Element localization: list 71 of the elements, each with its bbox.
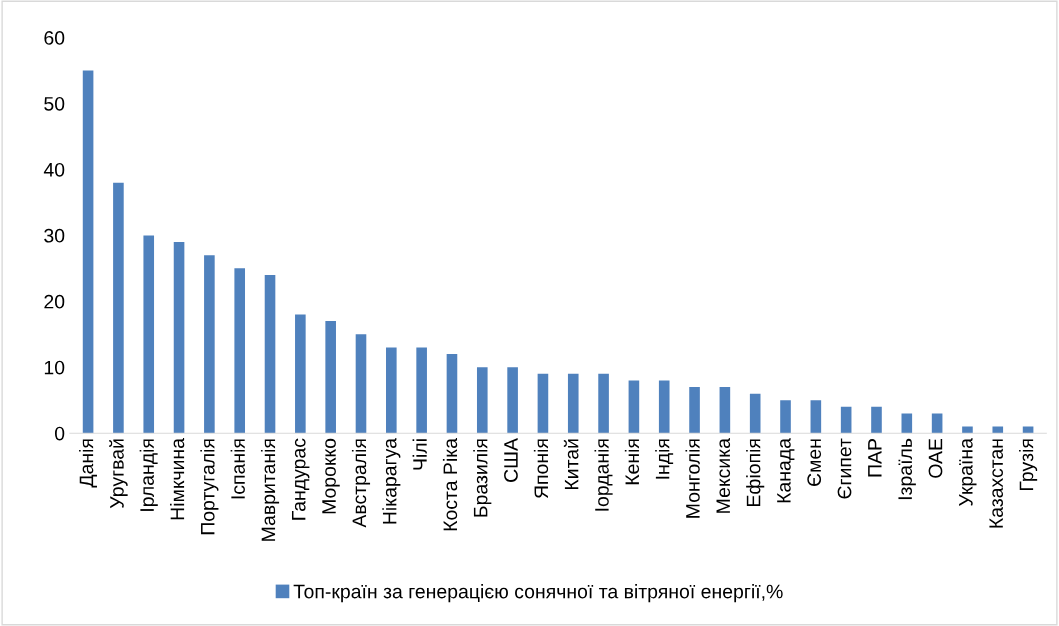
bar (962, 426, 973, 434)
x-tick-label: Гандурас (291, 438, 310, 520)
x-tick-label: Японія (533, 439, 549, 499)
x-tick-label: Іспанія (230, 439, 245, 499)
x-tick-label: Іорданія (594, 439, 613, 511)
legend-label: Топ-країн за генерацією сонячної та вітряної енергії,% (293, 584, 783, 603)
x-tick-label: Уругвай (109, 439, 128, 509)
bar (749, 393, 761, 434)
x-tick-label: Нікарагуа (382, 438, 401, 524)
y-tick-label: 50 (44, 96, 65, 111)
bar (689, 387, 700, 434)
bar (537, 373, 549, 434)
bar (931, 413, 943, 434)
y-tick-label: 20 (44, 294, 65, 309)
bar (325, 321, 336, 434)
x-tick-label: Німкчина (169, 438, 185, 520)
bar (628, 380, 640, 434)
x-tick-label: Бразилія (473, 439, 492, 517)
x-tick-label: Португалія (200, 439, 219, 535)
x-tick-label: Монголія (685, 439, 700, 518)
bar (234, 268, 246, 434)
bar (901, 413, 913, 434)
bar (476, 367, 488, 434)
x-tick-label: США (504, 438, 518, 482)
bar (386, 347, 397, 434)
x-tick-label: Морокко (322, 438, 340, 514)
bar (719, 387, 731, 434)
y-tick-label: 60 (44, 31, 65, 45)
bar (446, 354, 458, 434)
x-tick-label: Ємен (807, 439, 822, 486)
x-tick-label: ОАЕ (928, 438, 943, 478)
x-tick-label: Кенія (624, 439, 640, 485)
bar (264, 274, 276, 434)
x-tick-label: Ефіопія (746, 439, 765, 506)
bar (658, 380, 670, 434)
x-tick-label: Ізраїль (898, 438, 916, 500)
bar (295, 314, 306, 434)
x-tick-label: ПАР (868, 439, 882, 477)
bar (416, 347, 427, 434)
x-tick-label: Казахстан (989, 439, 1003, 528)
bar (567, 373, 579, 434)
x-tick-label: Коста Ріка (442, 438, 458, 531)
bar (82, 70, 94, 434)
bar (810, 400, 822, 434)
bar (840, 406, 852, 434)
y-tick-label: 0 (54, 426, 65, 441)
bar (173, 241, 185, 434)
y-tick-label: 10 (44, 360, 65, 375)
x-tick-label: Мавританія (260, 439, 280, 541)
x-tick-label: Єгипет (837, 438, 852, 499)
x-tick-label: Грузія (1019, 439, 1038, 490)
bar (507, 367, 518, 434)
x-tick-label: Індія (655, 439, 674, 479)
bar (355, 334, 367, 434)
x-tick-label: Чілі (412, 439, 427, 470)
bar (143, 235, 155, 434)
x-tick-label: Мексика (716, 438, 731, 513)
bar (204, 255, 215, 434)
bar (113, 182, 124, 434)
y-tick-label: 30 (44, 228, 65, 243)
y-tick-label: 40 (43, 162, 65, 177)
x-tick-label: Китай (563, 439, 579, 490)
bar (871, 406, 882, 434)
x-tick-label: Україна (959, 438, 977, 507)
x-tick-label: Ірландія (139, 439, 158, 511)
bar (992, 426, 1004, 434)
x-tick-label: Канада (777, 438, 795, 503)
bar (598, 373, 609, 434)
x-tick-label: Данія (79, 439, 97, 488)
x-tick-label: Австралія (351, 439, 371, 528)
bar (780, 400, 791, 434)
